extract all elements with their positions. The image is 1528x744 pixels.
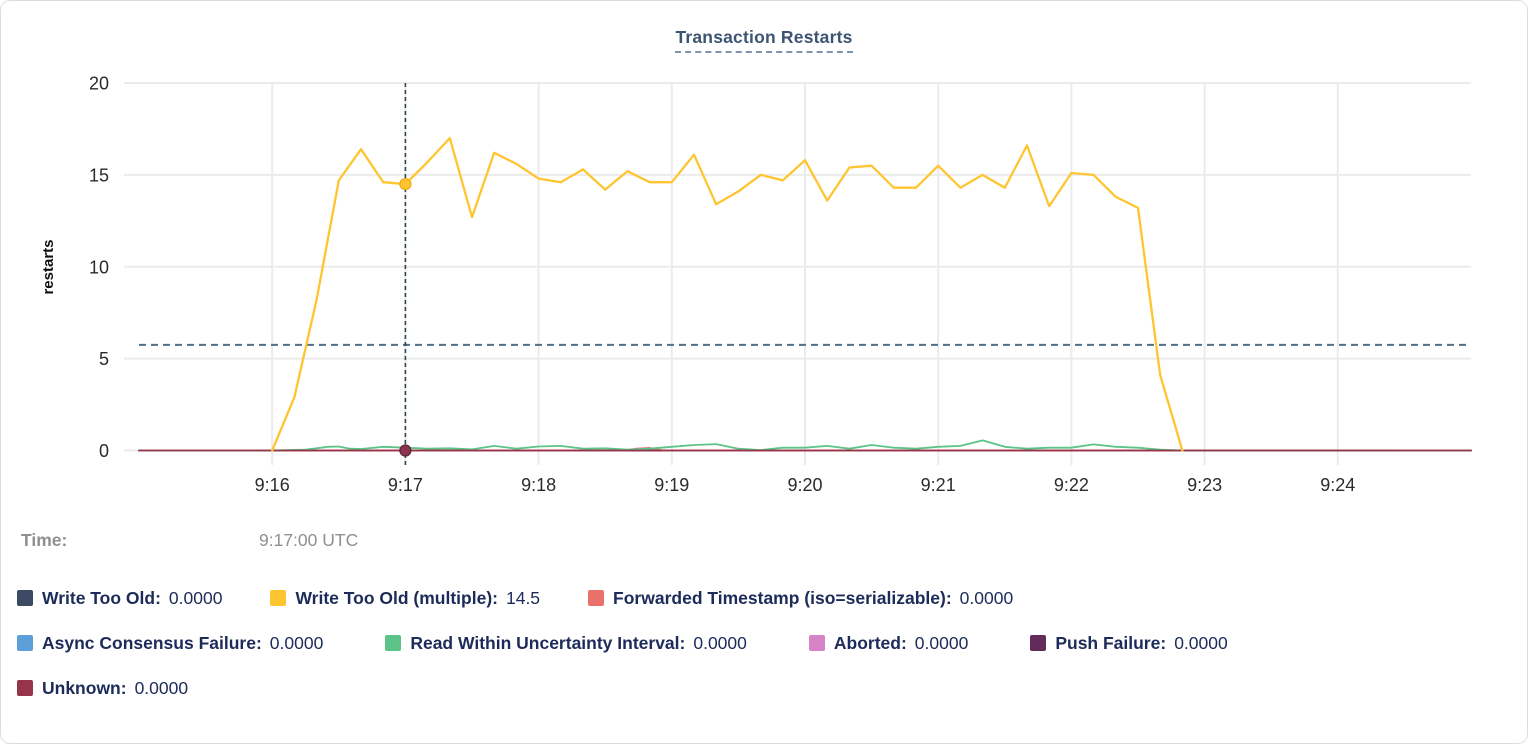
legend-item-read-within-uncertainty-interval: Read Within Uncertainty Interval: 0.0000: [385, 633, 747, 654]
legend-item-async-consensus-failure: Async Consensus Failure: 0.0000: [17, 633, 323, 654]
legend-value: 0.0000: [1174, 632, 1228, 653]
legend-item-aborted: Aborted: 0.0000: [808, 632, 969, 654]
y-tick-label: 0: [99, 441, 109, 461]
legend-swatch-icon: [270, 590, 287, 606]
time-value: 9:17:00 UTC: [259, 530, 359, 550]
x-tick-label: 9:24: [1320, 475, 1355, 495]
legend-value: 0.0000: [269, 632, 324, 653]
legend-item-write-too-old-multiple: Write Too Old (multiple): 14.5: [270, 588, 540, 609]
x-tick-label: 9:18: [521, 475, 556, 495]
legend-item-unknown: Unknown: 0.0000: [17, 678, 188, 699]
legend-value: 14.5: [505, 587, 541, 608]
legend-swatch-icon: [808, 635, 825, 651]
x-tick-label: 9:20: [787, 475, 822, 495]
chart-title[interactable]: Transaction Restarts: [1, 27, 1527, 53]
y-tick-label: 5: [99, 349, 109, 369]
legend-value: 0.0000: [168, 587, 223, 608]
legend-value: 0.0000: [134, 677, 189, 698]
legend-label: Read Within Uncertainty Interval:: [410, 632, 686, 653]
series-line-write-too-old-multiple: [271, 136, 1184, 452]
legend-value: 0.0000: [693, 632, 747, 653]
y-tick-label: 20: [89, 74, 109, 94]
legend-label: Write Too Old (multiple):: [295, 587, 498, 608]
legend-label: Forwarded Timestamp (iso=serializable):: [613, 587, 952, 608]
legend-swatch-icon: [385, 635, 402, 651]
legend-label: Write Too Old:: [42, 587, 161, 608]
x-tick-label: 9:21: [921, 475, 956, 495]
legend-value: 0.0000: [959, 587, 1014, 608]
legend-value: 0.0000: [914, 632, 969, 653]
legend-label: Push Failure:: [1055, 632, 1167, 653]
legend-swatch-icon: [17, 590, 33, 606]
x-tick-label: 9:16: [255, 475, 290, 495]
y-tick-label: 10: [89, 257, 109, 277]
x-tick-label: 9:22: [1054, 475, 1089, 495]
y-axis-label: restarts: [40, 239, 57, 294]
legend-label: Unknown:: [42, 677, 127, 698]
series-line-read-within-uncertainty-interval: [138, 439, 1472, 452]
x-tick-label: 9:23: [1187, 475, 1222, 495]
legend-item-push-failure: Push Failure: 0.0000: [1030, 632, 1228, 654]
legend-label: Aborted:: [833, 632, 907, 653]
hover-point-unknown: [399, 444, 412, 457]
legend-label: Async Consensus Failure:: [42, 632, 262, 653]
transaction-restarts-chart[interactable]: 0 5 10 15 20 9:16 9:17 9:18 9:19 9:20 9:21 9:22 9:23…: [1, 57, 1528, 509]
y-tick-label: 15: [89, 165, 109, 185]
tooltip-time-row: Time: 9:17:00 UTC: [1, 530, 1527, 554]
legend-item-write-too-old: Write Too Old: 0.0000: [17, 588, 222, 609]
hover-point-write-too-old-multiple: [399, 177, 412, 191]
legend-item-forwarded-timestamp-iso-serializable: Forwarded Timestamp (iso=serializable): 0…: [588, 588, 1013, 609]
legend-swatch-icon: [17, 635, 33, 651]
legend-swatch-icon: [588, 590, 605, 606]
x-tick-label: 9:19: [654, 475, 689, 495]
x-tick-label: 9:17: [388, 475, 423, 495]
time-label: Time:: [21, 530, 68, 550]
legend-swatch-icon: [17, 680, 33, 696]
legend-swatch-icon: [1030, 635, 1047, 651]
chart-legend-row-3: Unknown: 0.0000: [17, 676, 188, 700]
chart-legend-row-1: Write Too Old: 0.0000 Write Too Old (multi…: [17, 586, 1013, 610]
chart-title-text: Transaction Restarts: [675, 27, 853, 53]
chart-legend-row-2: Async Consensus Failure: 0.0000 Read Withi…: [17, 631, 1228, 655]
